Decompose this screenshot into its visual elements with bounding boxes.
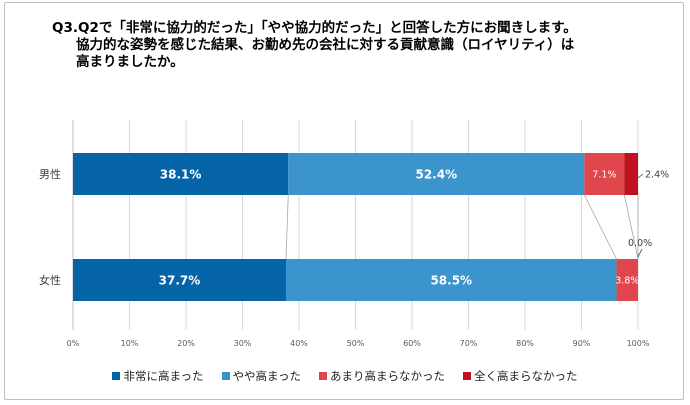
legend-item: 全く高まらなかった [463, 368, 578, 384]
legend-label: やや高まった [232, 369, 302, 383]
x-tick-label: 60% [403, 339, 421, 348]
chart-title: Q3.Q2で「非常に協力的だった」「やや協力的だった」と回答した方にお聞きします… [52, 20, 672, 71]
bar-segment [624, 153, 638, 195]
x-tick-label: 80% [516, 339, 534, 348]
x-tick-label: 70% [460, 339, 478, 348]
data-label: 7.1% [592, 170, 616, 181]
data-label: 37.7% [159, 274, 201, 288]
category-label: 男性 [39, 167, 61, 181]
series-connector-line [583, 194, 617, 260]
label-leader-line [637, 248, 643, 258]
legend-swatch [319, 372, 328, 380]
series-connector-line [624, 194, 639, 260]
bar-segment [288, 153, 585, 195]
legend-item: やや高まった [221, 368, 302, 384]
title-line-2: 協力的な姿勢を感じた結果、お勤め先の会社に対する貢献意識（ロイヤリティ）は [76, 37, 575, 53]
title-line-3: 高まりましたか。 [76, 54, 184, 70]
bar-segment [73, 153, 289, 195]
series-connector-line [285, 194, 289, 260]
legend-item: 非常に高まった [112, 368, 204, 384]
x-tick-label: 40% [290, 339, 308, 348]
legend-swatch [221, 372, 230, 380]
data-label: 0.0% [628, 238, 652, 249]
x-tick-label: 20% [177, 339, 195, 348]
bar-segment [616, 259, 638, 301]
data-label: 3.8% [615, 276, 639, 287]
label-leader-line [637, 173, 644, 179]
bar-segment [286, 259, 617, 301]
data-label: 38.1% [160, 168, 202, 182]
x-tick-label: 30% [234, 339, 252, 348]
category-label: 女性 [39, 273, 61, 287]
x-tick-label: 10% [121, 339, 139, 348]
title-line-1: Q3.Q2で「非常に協力的だった」「やや協力的だった」と回答した方にお聞きします… [52, 20, 577, 36]
x-tick-label: 50% [347, 339, 365, 348]
legend-label: 全く高まらなかった [474, 369, 578, 383]
chart-legend: 非常に高まった やや高まった あまり高まらなかった 全く高まらなかった [0, 368, 690, 384]
bar-segment [73, 259, 287, 301]
chart-frame [4, 2, 684, 400]
legend-swatch [463, 372, 472, 380]
legend-item: あまり高まらなかった [319, 368, 445, 384]
x-tick-label: 100% [627, 339, 650, 348]
data-label: 58.5% [430, 274, 472, 288]
legend-label: 非常に高まった [123, 369, 204, 383]
data-label: 52.4% [415, 168, 457, 182]
legend-swatch [112, 372, 121, 380]
x-tick-label: 90% [573, 339, 591, 348]
legend-label: あまり高まらなかった [330, 369, 446, 383]
bar-segment [584, 153, 625, 195]
x-tick-label: 0% [67, 339, 80, 348]
data-label: 2.4% [645, 170, 669, 181]
